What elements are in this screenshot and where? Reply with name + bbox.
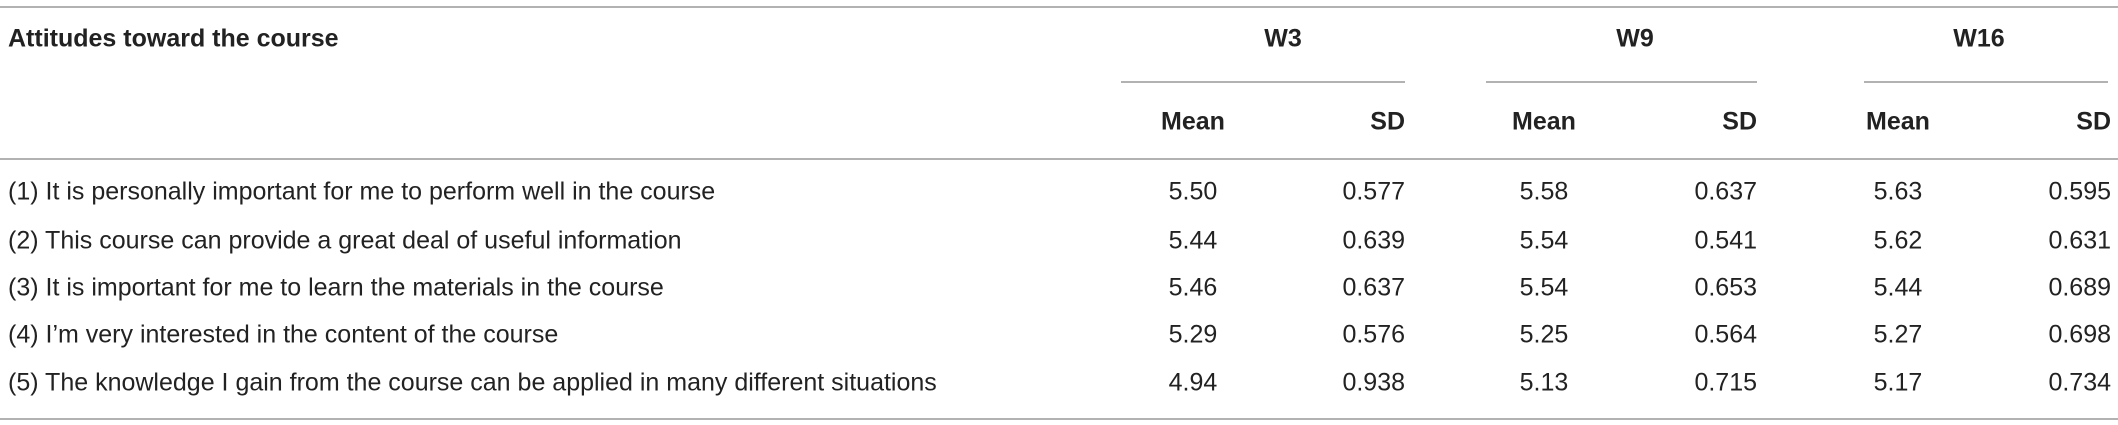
cell: 5.17	[1874, 369, 1923, 397]
cell: 0.541	[1694, 227, 1757, 255]
cell: 5.46	[1169, 274, 1218, 302]
cell: 0.637	[1342, 274, 1405, 302]
cell: 0.734	[2048, 369, 2111, 397]
cell: 0.564	[1694, 321, 1757, 349]
cell: 5.44	[1874, 274, 1923, 302]
cell: 0.577	[1342, 178, 1405, 206]
cell: 5.27	[1874, 321, 1923, 349]
cell: 0.576	[1342, 321, 1405, 349]
sub-header: Mean	[1512, 108, 1576, 136]
cell: 0.595	[2048, 178, 2111, 206]
group-header: W16	[1953, 25, 2004, 53]
cell: 0.637	[1694, 178, 1757, 206]
cell: 5.25	[1520, 321, 1569, 349]
cell: 0.631	[2048, 227, 2111, 255]
cell: 5.44	[1169, 227, 1218, 255]
cell: 0.653	[1694, 274, 1757, 302]
cell: 0.698	[2048, 321, 2111, 349]
row-label: (4) I’m very interested in the content o…	[8, 321, 558, 349]
cell: 5.50	[1169, 178, 1218, 206]
cell: 5.58	[1520, 178, 1569, 206]
column-header: Attitudes toward the course	[8, 25, 339, 53]
cell: 5.54	[1520, 274, 1569, 302]
cell: 4.94	[1169, 369, 1218, 397]
sub-header: SD	[1370, 108, 1405, 136]
cell: 5.54	[1520, 227, 1569, 255]
cell: 5.63	[1874, 178, 1923, 206]
cell: 0.715	[1694, 369, 1757, 397]
row-label: (3) It is important for me to learn the …	[8, 274, 664, 302]
sub-header: Mean	[1866, 108, 1930, 136]
group-header: W3	[1264, 25, 1302, 53]
row-label: (2) This course can provide a great deal…	[8, 227, 682, 255]
sub-header: SD	[2076, 108, 2111, 136]
cell: 0.938	[1342, 369, 1405, 397]
row-label: (5) The knowledge I gain from the course…	[8, 369, 937, 397]
sub-header: Mean	[1161, 108, 1225, 136]
cell: 5.13	[1520, 369, 1569, 397]
cell: 5.29	[1169, 321, 1218, 349]
cell: 5.62	[1874, 227, 1923, 255]
sub-header: SD	[1722, 108, 1757, 136]
row-label: (1) It is personally important for me to…	[8, 178, 715, 206]
cell: 0.639	[1342, 227, 1405, 255]
group-header: W9	[1616, 25, 1654, 53]
cell: 0.689	[2048, 274, 2111, 302]
